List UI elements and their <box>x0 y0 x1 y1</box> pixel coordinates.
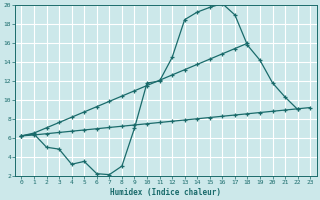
X-axis label: Humidex (Indice chaleur): Humidex (Indice chaleur) <box>110 188 221 197</box>
